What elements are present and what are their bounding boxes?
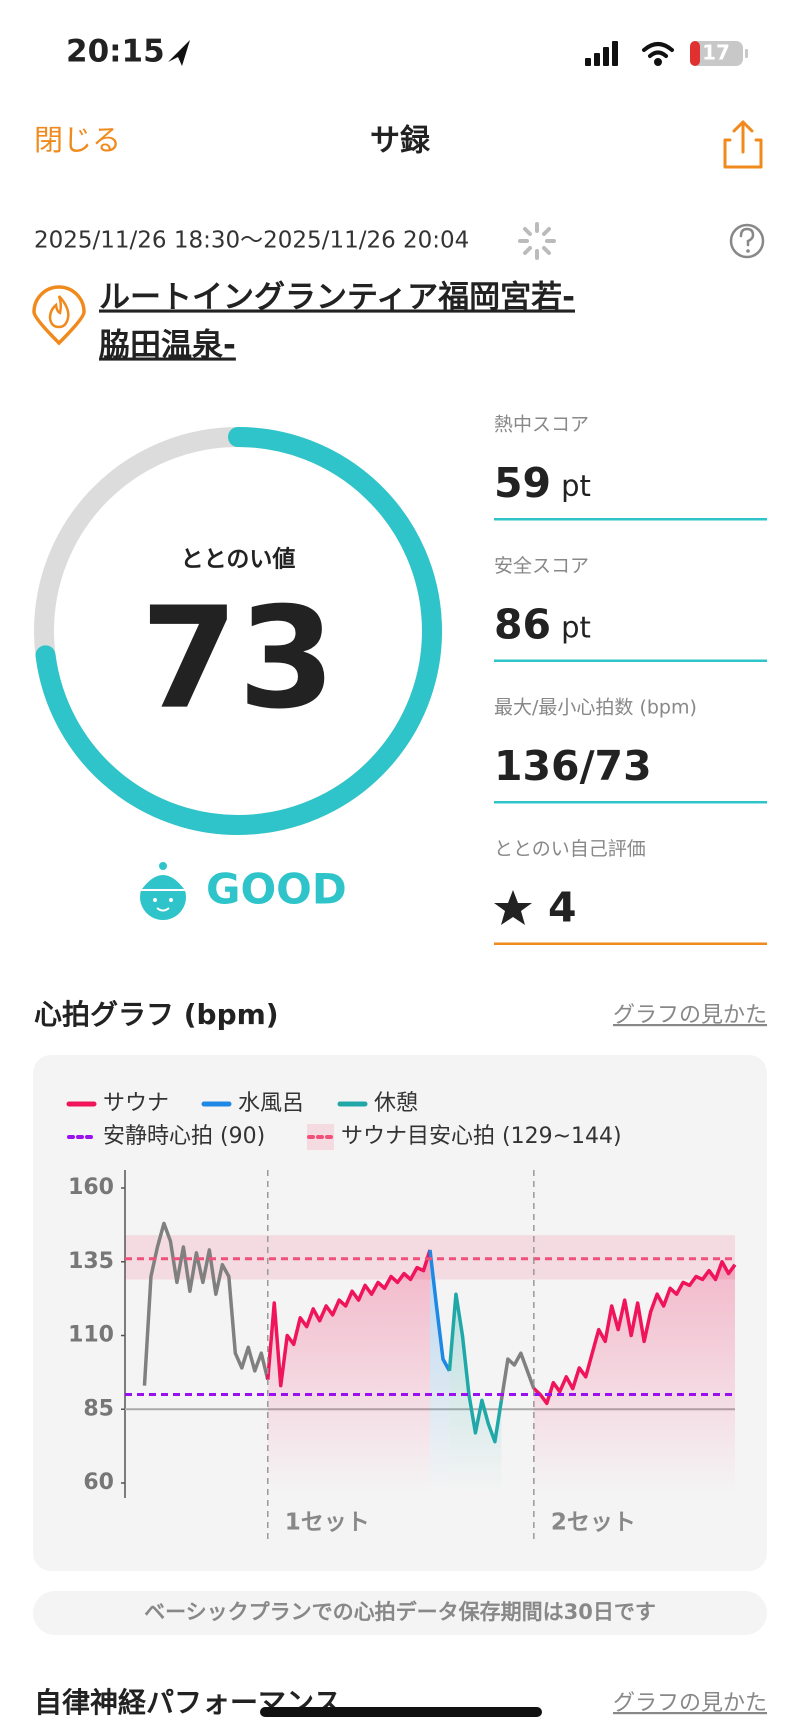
stat-underline: [494, 942, 767, 945]
section-title: 心拍グラフ (bpm): [34, 998, 279, 1031]
legend-label: サウナ目安心拍 (129~144): [341, 1124, 622, 1149]
series-area: [267, 1249, 735, 1493]
stat-underline: [494, 659, 767, 662]
set-label: 1セット: [285, 1510, 370, 1536]
facility-name[interactable]: ルートイングランティア福岡宮若-: [99, 280, 575, 316]
stat-underline: [494, 518, 767, 521]
battery-tip: [745, 49, 748, 58]
gauge-status: GOOD: [206, 865, 347, 914]
location-icon: [168, 40, 190, 66]
gauge-label: ととのい値: [181, 547, 296, 573]
stat-value: 4: [548, 884, 577, 932]
gauge-value: 73: [141, 578, 336, 741]
y-tick-label: 60: [83, 1470, 114, 1495]
stat-value: 86: [494, 601, 551, 649]
share-button[interactable]: [723, 120, 763, 169]
help-link[interactable]: グラフの見かた: [613, 1003, 767, 1028]
stat-label: ととのい自己評価: [494, 838, 646, 860]
facility-name[interactable]: 脇田温泉-: [99, 328, 236, 364]
battery-level: [690, 41, 700, 66]
series-area: [430, 1249, 450, 1493]
y-tick-label: 85: [83, 1396, 114, 1421]
legend-label: 水風呂: [238, 1091, 304, 1116]
wifi-icon: [642, 42, 674, 66]
stat-unit: pt: [561, 611, 591, 645]
loading-spinner: [518, 222, 556, 260]
help-button[interactable]: [729, 223, 765, 259]
stat-unit: pt: [561, 469, 591, 503]
note: ベーシックプランでの心拍データ保存期間は30日です: [144, 1600, 656, 1624]
home-indicator: [260, 1707, 542, 1717]
note-bar: [33, 1591, 767, 1635]
stat-value: 136/73: [494, 742, 652, 790]
nav-title: サ録: [370, 124, 431, 159]
star-icon: [494, 890, 532, 925]
y-tick-label: 160: [68, 1175, 114, 1200]
status-icon: [138, 862, 188, 920]
stat-label: 熱中スコア: [494, 414, 589, 436]
legend-label: 休憩: [374, 1091, 418, 1116]
series-line: [428, 1249, 452, 1372]
signal-icon: [585, 41, 618, 66]
series-line: [266, 1249, 737, 1406]
close-button[interactable]: 閉じる: [34, 123, 121, 157]
status-time: 20:15: [66, 34, 165, 70]
date-range: 2025/11/26 18:30～2025/11/26 20:04: [34, 228, 469, 254]
stat-value: 59: [494, 459, 551, 507]
battery: [690, 41, 743, 66]
set-label: 2セット: [551, 1510, 636, 1536]
series-line: [142, 1221, 536, 1401]
battery-percent: 17: [702, 41, 730, 65]
y-tick-label: 110: [68, 1323, 114, 1348]
y-tick-label: 135: [68, 1249, 114, 1274]
series-line: [447, 1292, 504, 1444]
legend-label: 安静時心拍 (90): [103, 1124, 265, 1149]
stat-label: 安全スコア: [494, 555, 589, 577]
gauge-arc: [35, 427, 442, 835]
stat-label: 最大/最小心拍数 (bpm): [494, 697, 697, 719]
help-link[interactable]: グラフの見かた: [613, 1691, 767, 1716]
facility-icon: [32, 285, 86, 346]
stat-underline: [494, 801, 767, 804]
legend-label: サウナ: [103, 1091, 169, 1116]
